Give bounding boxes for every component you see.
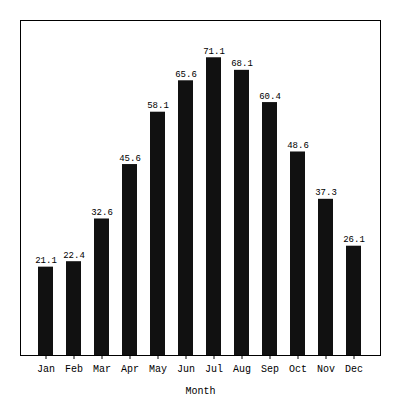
svg-text:21.1: 21.1 — [35, 256, 57, 266]
svg-text:58.1: 58.1 — [147, 101, 169, 111]
svg-text:Jun: Jun — [177, 364, 195, 375]
svg-text:Nov: Nov — [317, 364, 335, 375]
svg-text:26.1: 26.1 — [343, 235, 365, 245]
svg-text:Dec: Dec — [345, 364, 363, 375]
svg-text:Aug: Aug — [233, 364, 251, 375]
svg-text:Mar: Mar — [93, 364, 111, 375]
svg-text:Sep: Sep — [261, 364, 279, 375]
svg-text:22.4: 22.4 — [63, 251, 85, 261]
svg-text:65.6: 65.6 — [175, 70, 197, 80]
svg-text:Feb: Feb — [65, 364, 83, 375]
svg-text:71.1: 71.1 — [203, 47, 225, 57]
svg-text:68.1: 68.1 — [231, 59, 253, 69]
svg-text:Jan: Jan — [37, 364, 55, 375]
svg-text:45.6: 45.6 — [119, 154, 141, 164]
svg-text:Oct: Oct — [289, 364, 307, 375]
svg-text:Jul: Jul — [205, 364, 223, 375]
svg-text:37.3: 37.3 — [315, 188, 337, 198]
svg-text:32.6: 32.6 — [91, 208, 113, 218]
svg-text:60.4: 60.4 — [259, 92, 281, 102]
svg-text:Month: Month — [185, 386, 215, 397]
svg-text:Apr: Apr — [121, 364, 139, 375]
svg-text:May: May — [149, 364, 167, 375]
svg-text:48.6: 48.6 — [287, 141, 309, 151]
